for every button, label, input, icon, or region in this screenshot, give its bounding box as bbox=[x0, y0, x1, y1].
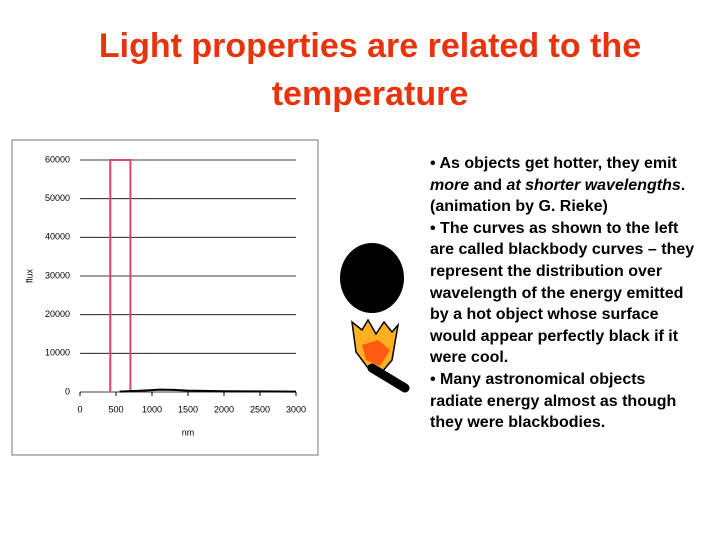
y-tick-label: 30000 bbox=[45, 270, 70, 280]
x-tick-label: 1000 bbox=[142, 404, 162, 414]
x-tick-label: 500 bbox=[108, 404, 123, 414]
series-line bbox=[119, 388, 297, 393]
y-tick-label: 50000 bbox=[45, 193, 70, 203]
y-tick-label: 40000 bbox=[45, 232, 70, 242]
y-tick-label: 10000 bbox=[45, 348, 70, 358]
x-tick-label: 2500 bbox=[250, 404, 270, 414]
y-axis-label: flux bbox=[24, 269, 34, 284]
y-tick-label: 20000 bbox=[45, 309, 70, 319]
x-tick-label: 1500 bbox=[178, 404, 198, 414]
bullet: • The curves as shown to the left are ca… bbox=[430, 219, 695, 367]
bullet-text: and bbox=[469, 176, 507, 194]
bullet-text: . (animation by G. Rieke) bbox=[430, 176, 686, 216]
bullet-emphasis: more bbox=[430, 176, 470, 194]
y-tick-label: 60000 bbox=[45, 154, 70, 164]
y-tick-label: 0 bbox=[65, 386, 70, 396]
thermometer-icon bbox=[340, 243, 410, 393]
chart-frame bbox=[11, 139, 319, 456]
x-axis-label: nm bbox=[182, 427, 195, 437]
x-tick-label: 3000 bbox=[286, 404, 306, 414]
bullet-list: • As objects get hotter, they emit more … bbox=[430, 153, 700, 434]
bullet: • Many astronomical objects radiate ener… bbox=[430, 370, 677, 432]
bullet: • As objects get hotter, they emit more … bbox=[430, 153, 700, 218]
slide-title: Light properties are related to the temp… bbox=[98, 27, 642, 113]
series-line bbox=[109, 159, 132, 392]
x-tick-label: 2000 bbox=[214, 404, 234, 414]
bullet-emphasis: at shorter wavelengths bbox=[506, 176, 681, 194]
bullet-text: • As objects get hotter, they emit bbox=[430, 155, 677, 172]
x-tick-label: 0 bbox=[77, 404, 82, 414]
chart: flux nm 0 10000 20000 30000 40000 50000 60000 0… bbox=[11, 139, 410, 456]
